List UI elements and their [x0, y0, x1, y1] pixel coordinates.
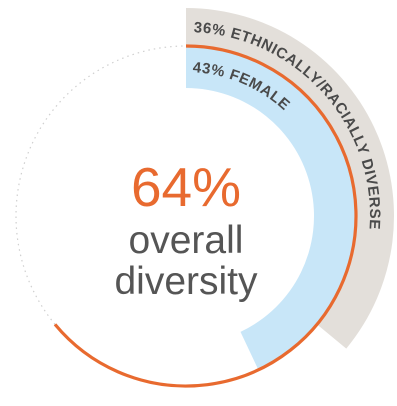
center-percent: 64%	[131, 156, 241, 218]
female-band	[186, 46, 356, 370]
center-label-diversity: diversity	[114, 260, 258, 303]
ethnic-diversity-band	[186, 8, 394, 349]
center-label-overall: overall	[129, 219, 244, 262]
overall-diversity-arc	[53, 44, 358, 388]
